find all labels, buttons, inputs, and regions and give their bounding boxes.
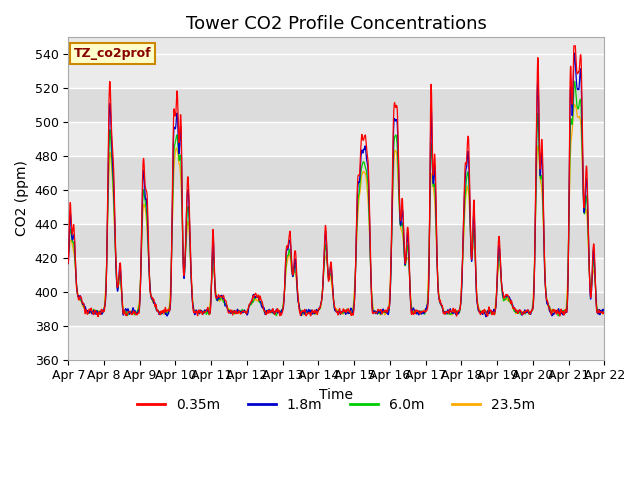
Bar xyxy=(68,122,604,156)
Text: TZ_co2prof: TZ_co2prof xyxy=(74,47,151,60)
Bar xyxy=(68,190,604,224)
Bar xyxy=(68,88,604,122)
Bar xyxy=(68,326,604,360)
Bar xyxy=(68,224,604,258)
Legend: 0.35m, 1.8m, 6.0m, 23.5m: 0.35m, 1.8m, 6.0m, 23.5m xyxy=(132,392,541,417)
X-axis label: Time: Time xyxy=(319,388,353,402)
Title: Tower CO2 Profile Concentrations: Tower CO2 Profile Concentrations xyxy=(186,15,487,33)
Bar xyxy=(68,54,604,88)
Bar xyxy=(68,292,604,326)
Bar xyxy=(68,258,604,292)
Y-axis label: CO2 (ppm): CO2 (ppm) xyxy=(15,160,29,237)
Bar xyxy=(68,156,604,190)
